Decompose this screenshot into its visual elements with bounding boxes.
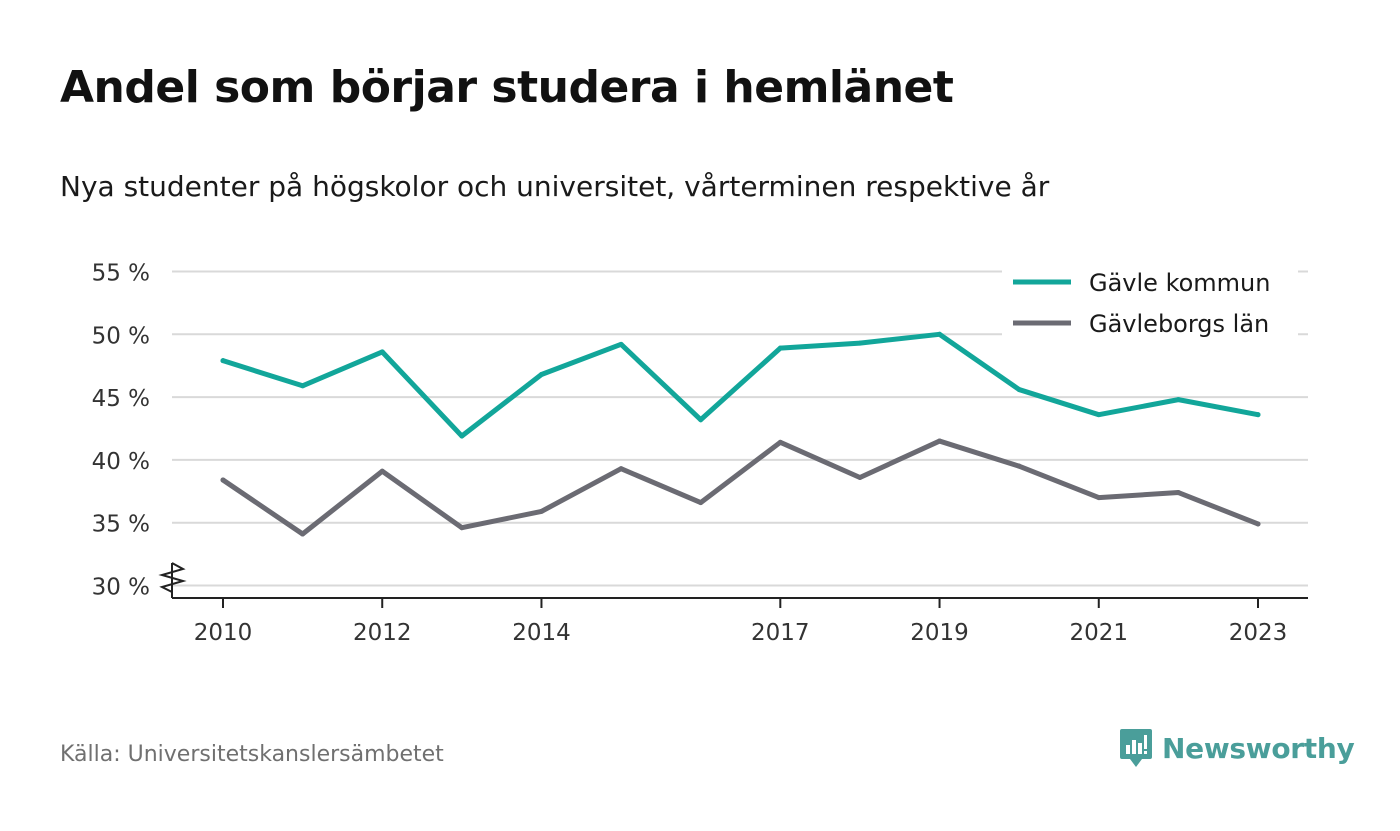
x-axis-ticks: 2010 2012 2014 2017 2019 2021 2023 (194, 598, 1288, 646)
data-point (698, 417, 704, 423)
data-point (459, 525, 465, 531)
data-point (220, 477, 226, 483)
y-tick-label: 55 % (92, 261, 150, 287)
data-point (538, 508, 544, 514)
data-point (857, 474, 863, 480)
chart-subtitle: Nya studenter på högskolor och universit… (60, 170, 1050, 203)
y-tick-label: 40 % (92, 449, 150, 475)
legend-label: Gävleborgs län (1089, 310, 1269, 338)
series-layer (220, 331, 1261, 537)
legend-label: Gävle kommun (1089, 269, 1270, 297)
line-chart: 30 %35 %40 %45 %50 %55 % 2010 2012 2014 201… (92, 261, 1308, 646)
data-point (538, 371, 544, 377)
newsworthy-logo: Newsworthy (1118, 727, 1355, 769)
y-axis-ticks: 30 % 35 % 40 % 45 % 50 % 55 % (92, 261, 150, 601)
legend: Gävle kommun Gävleborgs län (1002, 262, 1298, 340)
x-tick-label: 2021 (1069, 620, 1128, 646)
data-point (379, 468, 385, 474)
y-tick-label: 35 % (92, 512, 150, 538)
data-point (300, 383, 306, 389)
x-tick-label: 2010 (194, 620, 253, 646)
data-point (1175, 490, 1181, 496)
data-point (857, 340, 863, 346)
data-point (1016, 387, 1022, 393)
data-point (618, 466, 624, 472)
x-tick-label: 2017 (751, 620, 810, 646)
data-point (1255, 521, 1261, 527)
legend-background (1002, 262, 1298, 340)
data-point (220, 358, 226, 364)
data-point (1016, 463, 1022, 469)
data-point (937, 438, 943, 444)
axes (158, 562, 1308, 599)
data-point (1096, 412, 1102, 418)
chart-title: Andel som börjar studera i hemlänet (60, 62, 954, 113)
data-point (618, 341, 624, 347)
y-tick-label: 45 % (92, 386, 150, 412)
x-tick-label: 2019 (910, 620, 969, 646)
source-note: Källa: Universitetskanslersämbetet (60, 742, 444, 767)
brand-name: Newsworthy (1162, 731, 1355, 765)
series-line-0 (220, 331, 1261, 439)
series-line-1 (220, 438, 1261, 537)
x-tick-label: 2014 (512, 620, 571, 646)
x-tick-label: 2023 (1229, 620, 1288, 646)
data-point (1255, 412, 1261, 418)
data-point (698, 500, 704, 506)
data-point (777, 439, 783, 445)
axis-break-icon (158, 562, 187, 593)
data-point (1096, 495, 1102, 501)
data-point (1175, 397, 1181, 403)
data-point (777, 345, 783, 351)
data-point (300, 531, 306, 537)
x-tick-label: 2012 (353, 620, 412, 646)
y-tick-label: 50 % (92, 323, 150, 349)
data-point (459, 433, 465, 439)
data-point (937, 331, 943, 337)
data-point (379, 349, 385, 355)
y-tick-label: 30 % (92, 575, 150, 601)
newsworthy-logo-icon (1120, 729, 1152, 767)
